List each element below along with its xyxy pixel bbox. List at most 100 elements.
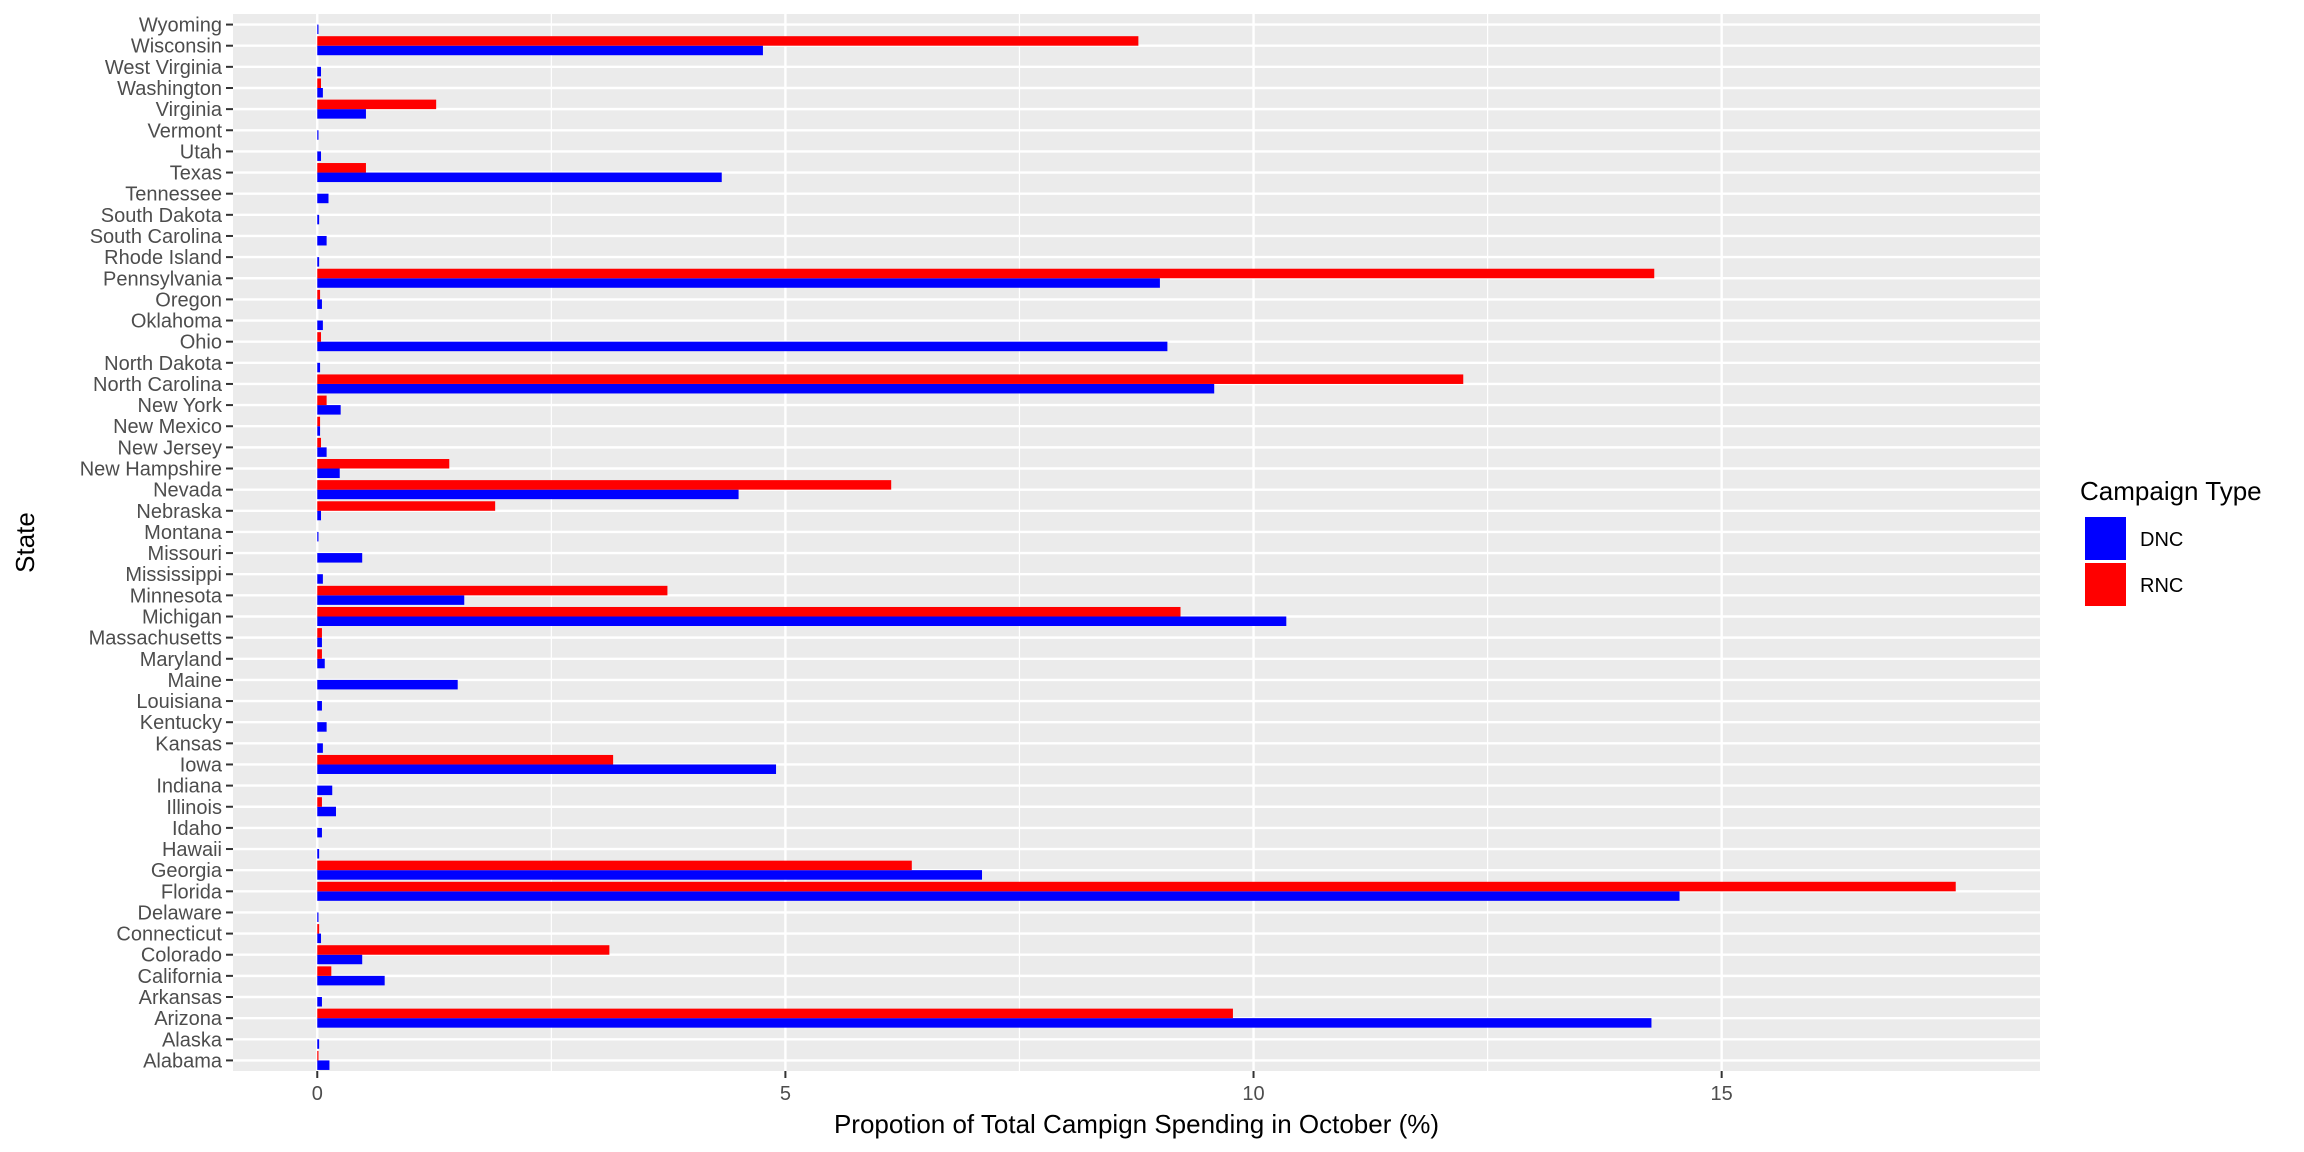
bar-dnc bbox=[317, 66, 322, 77]
bar-rnc bbox=[317, 881, 1956, 892]
bar-dnc bbox=[317, 341, 1168, 352]
bar-rnc bbox=[317, 797, 322, 807]
y-tick-label: Arizona bbox=[154, 1008, 223, 1030]
bar-rnc bbox=[317, 374, 1464, 384]
bar-dnc bbox=[317, 954, 363, 965]
bar-rnc bbox=[317, 289, 321, 300]
x-axis: 0 5 10 15 bbox=[312, 1071, 1733, 1105]
bar-dnc bbox=[317, 701, 322, 711]
y-tick-label: Idaho bbox=[172, 818, 222, 840]
bar-dnc bbox=[317, 574, 323, 584]
bar-dnc bbox=[317, 405, 341, 415]
y-tick-label: North Carolina bbox=[93, 374, 223, 396]
y-axis: AlabamaAlaskaArizonaArkansasCaliforniaCo… bbox=[80, 15, 233, 1072]
y-tick-label: Virginia bbox=[156, 99, 223, 121]
y-tick-label: Texas bbox=[170, 163, 222, 185]
y-tick-label: Maine bbox=[168, 670, 222, 692]
bar-rnc bbox=[317, 395, 327, 406]
y-tick-label: Minnesota bbox=[130, 585, 223, 607]
bar-dnc bbox=[317, 785, 333, 796]
legend-swatch-rnc bbox=[2085, 563, 2126, 606]
bar-rnc bbox=[317, 501, 496, 511]
y-tick-label: North Dakota bbox=[104, 353, 223, 375]
bar-dnc bbox=[317, 1039, 320, 1049]
bar-rnc bbox=[317, 1008, 1233, 1019]
y-tick-label: Indiana bbox=[156, 776, 222, 798]
legend-title: Campaign Type bbox=[2080, 476, 2262, 506]
y-tick-label: Florida bbox=[161, 881, 223, 903]
y-tick-label: Iowa bbox=[180, 754, 223, 776]
bar-rnc bbox=[317, 437, 322, 448]
bar-rnc bbox=[317, 163, 366, 173]
bar-dnc bbox=[317, 997, 322, 1007]
y-tick-label: Alaska bbox=[162, 1029, 223, 1051]
bar-dnc bbox=[317, 489, 739, 500]
y-tick-label: Utah bbox=[180, 141, 222, 163]
y-tick-label: Washington bbox=[117, 78, 222, 100]
bar-dnc bbox=[317, 912, 319, 922]
bar-rnc bbox=[317, 416, 321, 427]
bar-dnc bbox=[317, 151, 322, 161]
y-tick-label: Rhode Island bbox=[104, 247, 222, 269]
y-tick-label: Louisiana bbox=[136, 691, 223, 713]
x-tick-label: 15 bbox=[1711, 1083, 1733, 1105]
bar-rnc bbox=[317, 628, 322, 638]
bar-rnc bbox=[317, 480, 892, 490]
bar-dnc bbox=[317, 510, 322, 521]
bar-rnc bbox=[317, 754, 614, 765]
bar-dnc bbox=[317, 595, 465, 605]
bar-dnc bbox=[317, 130, 319, 140]
y-tick-label: Hawaii bbox=[162, 839, 222, 861]
bar-dnc bbox=[317, 383, 1215, 394]
bar-dnc bbox=[317, 24, 319, 35]
y-tick-label: West Virginia bbox=[105, 57, 223, 79]
bar-dnc bbox=[317, 806, 336, 817]
bar-rnc bbox=[317, 606, 1181, 617]
bar-rnc bbox=[317, 458, 450, 469]
x-tick-label: 5 bbox=[780, 1083, 791, 1105]
y-tick-label: Nevada bbox=[153, 480, 223, 502]
bar-rnc bbox=[317, 78, 322, 88]
bar-rnc bbox=[317, 649, 322, 659]
y-tick-label: New Mexico bbox=[113, 416, 222, 438]
bar-dnc bbox=[317, 531, 319, 542]
bar-dnc bbox=[317, 320, 323, 331]
bar-dnc bbox=[317, 299, 322, 309]
bar-rnc bbox=[317, 945, 610, 955]
y-tick-label: Oregon bbox=[155, 289, 222, 311]
bar-dnc bbox=[317, 278, 1160, 288]
x-tick-label: 0 bbox=[312, 1083, 323, 1105]
x-axis-title: Propotion of Total Campign Spending in O… bbox=[834, 1109, 1439, 1139]
bar-dnc bbox=[317, 87, 323, 98]
legend: Campaign Type DNC RNC bbox=[2080, 476, 2262, 606]
bar-dnc bbox=[317, 679, 458, 690]
bar-dnc bbox=[317, 193, 329, 204]
bar-dnc bbox=[317, 722, 327, 732]
bar-rnc bbox=[317, 966, 332, 976]
y-axis-title: State bbox=[10, 512, 40, 573]
bar-dnc bbox=[317, 468, 340, 479]
y-tick-label: Illinois bbox=[166, 797, 222, 819]
bar-dnc bbox=[317, 447, 327, 457]
y-tick-label: Pennsylvania bbox=[103, 268, 223, 290]
bar-dnc bbox=[317, 891, 1680, 901]
y-tick-label: New Hampshire bbox=[80, 459, 222, 481]
bar-rnc bbox=[317, 36, 1139, 46]
y-tick-label: Kansas bbox=[155, 733, 222, 755]
y-tick-label: Michigan bbox=[142, 606, 222, 628]
y-tick-label: Connecticut bbox=[116, 924, 222, 946]
legend-label-dnc: DNC bbox=[2140, 529, 2183, 551]
bar-rnc bbox=[317, 585, 668, 596]
legend-swatch-dnc bbox=[2085, 517, 2126, 560]
y-tick-label: Maryland bbox=[140, 649, 222, 671]
y-tick-label: Massachusetts bbox=[89, 628, 222, 650]
bar-dnc bbox=[317, 658, 325, 669]
y-tick-label: Arkansas bbox=[139, 987, 222, 1009]
bar-dnc bbox=[317, 426, 321, 436]
bar-rnc bbox=[317, 99, 437, 110]
y-tick-label: South Carolina bbox=[90, 226, 223, 248]
bar-dnc bbox=[317, 362, 321, 373]
y-tick-label: Oklahoma bbox=[131, 311, 223, 333]
y-tick-label: New York bbox=[138, 395, 223, 417]
